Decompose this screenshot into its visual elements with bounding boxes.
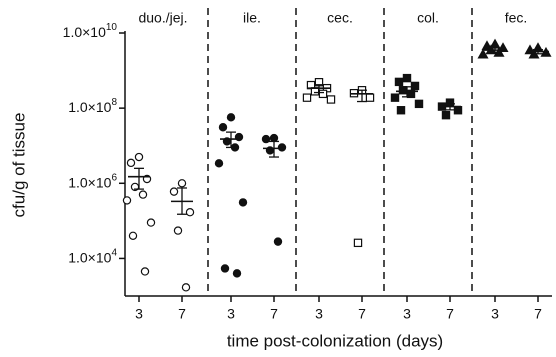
y-tick-base: 1.0×10 xyxy=(68,174,111,190)
data-point xyxy=(146,218,156,227)
y-tick-base: 1.0×10 xyxy=(68,99,111,115)
data-point xyxy=(220,264,230,273)
data-point xyxy=(177,179,187,188)
data-point xyxy=(441,110,451,120)
data-point xyxy=(238,198,248,207)
y-tick-exponent: 4 xyxy=(111,247,117,258)
x-tick-label: 3 xyxy=(227,306,235,322)
y-tick-base: 1.0×10 xyxy=(63,24,106,40)
data-point xyxy=(214,159,224,168)
data-point xyxy=(402,73,412,83)
y-tick-exponent: 8 xyxy=(111,97,117,108)
data-point xyxy=(326,95,336,104)
group-label: ile. xyxy=(243,10,261,26)
data-point xyxy=(128,231,138,241)
y-tick-label: 1.0×1010 xyxy=(63,22,118,40)
data-point xyxy=(453,106,463,115)
y-tick-exponent: 10 xyxy=(106,22,118,33)
data-point xyxy=(232,269,242,278)
data-point xyxy=(134,152,144,162)
x-tick-label: 3 xyxy=(315,306,323,322)
x-tick-label: 7 xyxy=(446,306,454,322)
data-point xyxy=(169,187,179,196)
data-point xyxy=(226,113,236,122)
data-point xyxy=(410,81,420,91)
data-point xyxy=(394,77,404,87)
y-tick-label: 1.0×106 xyxy=(68,172,117,190)
y-tick-base: 1.0×10 xyxy=(68,249,111,265)
y-tick-label: 1.0×104 xyxy=(68,247,117,265)
y-tick-label: 1.0×108 xyxy=(68,97,117,115)
data-point xyxy=(318,89,328,99)
data-point xyxy=(122,196,132,205)
x-tick-label: 7 xyxy=(534,306,542,322)
data-point xyxy=(181,283,191,292)
data-point xyxy=(396,106,406,115)
data-point xyxy=(353,238,363,248)
data-point xyxy=(390,93,400,102)
x-axis-label: time post-colonization (days) xyxy=(227,331,443,350)
data-point xyxy=(185,207,195,217)
y-axis-label: cfu/g of tissue xyxy=(9,113,28,218)
x-tick-label: 7 xyxy=(270,306,278,322)
data-point xyxy=(173,226,183,235)
data-point xyxy=(269,133,279,143)
data-point xyxy=(273,237,283,246)
y-tick-exponent: 6 xyxy=(111,172,117,183)
data-point xyxy=(477,48,489,59)
data-point xyxy=(126,158,136,168)
data-point xyxy=(140,267,150,276)
x-tick-label: 7 xyxy=(358,306,366,322)
x-tick-label: 7 xyxy=(178,306,186,322)
x-tick-label: 3 xyxy=(135,306,143,322)
x-tick-label: 3 xyxy=(491,306,499,322)
data-point xyxy=(302,93,312,102)
data-point xyxy=(218,123,228,132)
data-point xyxy=(414,99,424,109)
group-label: cec. xyxy=(327,10,353,26)
x-tick-label: 3 xyxy=(403,306,411,322)
group-label: duo./jej. xyxy=(138,10,187,26)
data-point xyxy=(261,134,271,144)
group-label: col. xyxy=(417,10,439,26)
data-point xyxy=(365,93,375,102)
group-label: fec. xyxy=(505,10,528,26)
data-point xyxy=(138,190,148,199)
data-point xyxy=(398,86,408,95)
data-point xyxy=(277,143,287,152)
